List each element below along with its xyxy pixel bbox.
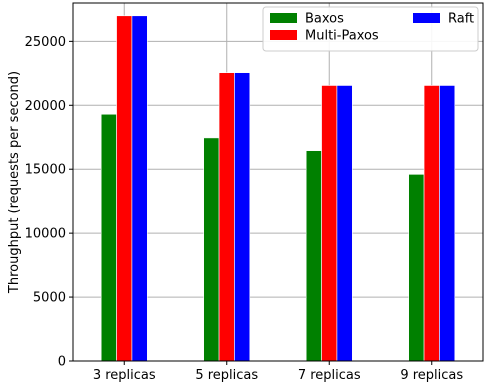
- y-tick-label: 25000: [25, 35, 66, 50]
- y-tick-label: 5000: [33, 291, 66, 306]
- bar-multi-paxos: [321, 85, 338, 362]
- plot-frame: [72, 2, 484, 362]
- bar-multi-paxos: [218, 72, 235, 362]
- legend-swatch: [413, 13, 440, 23]
- x-tick-label: 9 replicas: [400, 368, 463, 383]
- bar-raft: [234, 72, 251, 362]
- y-tick-label: 15000: [25, 163, 66, 178]
- x-tick-label: 7 replicas: [298, 368, 361, 383]
- y-axis-title: Throughput (requests per second): [7, 71, 22, 294]
- bars: [100, 15, 456, 362]
- bar-baxos: [100, 113, 117, 362]
- x-tick-label: 3 replicas: [93, 368, 156, 383]
- bar-baxos: [305, 150, 322, 362]
- legend-swatch: [270, 30, 297, 40]
- bar-raft: [336, 85, 353, 362]
- bar-multi-paxos: [116, 15, 133, 362]
- legend: Baxos Multi-Paxos Raft: [262, 6, 479, 52]
- bar-baxos: [203, 137, 220, 362]
- bar-multi-paxos: [423, 85, 440, 362]
- legend-label: Baxos: [305, 12, 344, 27]
- legend-swatch: [270, 13, 297, 23]
- y-axis: 0 5000 10000 15000 20000 25000: [25, 35, 73, 370]
- bar-raft: [131, 15, 148, 362]
- y-tick-label: 20000: [25, 99, 66, 114]
- x-axis: 3 replicas 5 replicas 7 replicas 9 replicas: [93, 361, 463, 383]
- legend-label: Raft: [448, 12, 474, 27]
- bar-baxos: [408, 174, 425, 362]
- y-tick-label: 0: [58, 355, 66, 370]
- y-tick-label: 10000: [25, 227, 66, 242]
- legend-label: Multi-Paxos: [305, 29, 379, 44]
- x-tick-label: 5 replicas: [195, 368, 258, 383]
- bar-raft: [439, 85, 456, 362]
